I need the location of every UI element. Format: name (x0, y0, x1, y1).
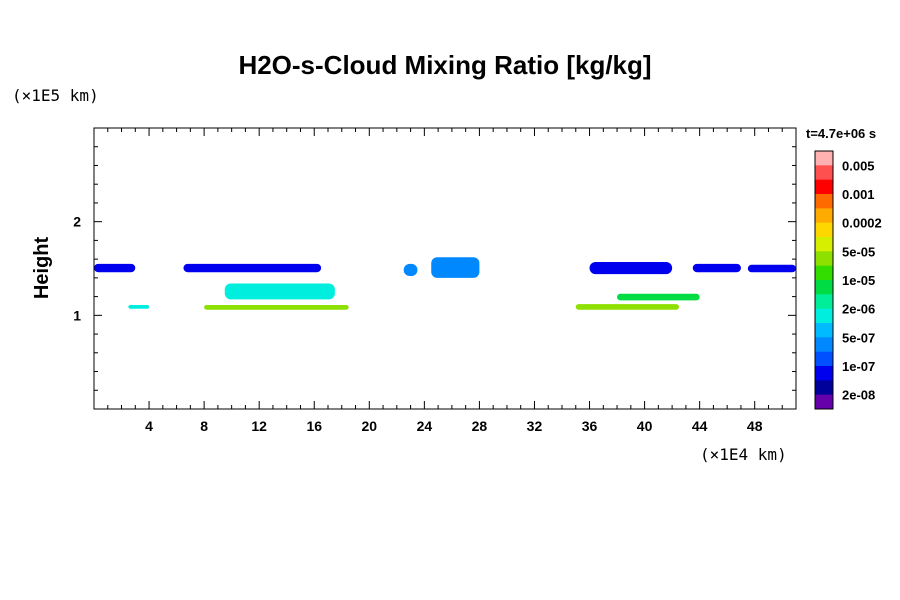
x-tick-label: 8 (200, 418, 208, 434)
colorbar-label: 5e-05 (842, 244, 875, 259)
x-tick-label: 24 (417, 418, 433, 434)
x-tick-label: 4 (145, 418, 153, 434)
x-tick-label: 44 (692, 418, 708, 434)
plot-frame (93, 127, 797, 410)
cloud-region (589, 261, 673, 275)
x-tick-label: 32 (527, 418, 543, 434)
x-tick-label: 40 (637, 418, 653, 434)
colorbar-label: 0.001 (842, 187, 875, 202)
colorbar-swatch (815, 265, 833, 281)
time-label: t=4.7e+06 s (806, 126, 876, 141)
y-axis-label: Height (31, 237, 53, 300)
colorbar-swatch (815, 351, 833, 367)
x-tick-label: 36 (582, 418, 598, 434)
colorbar-swatch (815, 208, 833, 224)
cloud-region (183, 263, 322, 273)
colorbar-frame (814, 150, 834, 410)
colorbar-label: 2e-06 (842, 302, 875, 317)
colorbar-label: 0.0002 (842, 216, 882, 231)
colorbar-label: 5e-07 (842, 330, 875, 345)
cloud-region (94, 263, 136, 273)
cloud-region (403, 263, 418, 276)
cloud-region (747, 264, 796, 273)
cloud-regions (94, 257, 796, 310)
colorbar-label: 1e-05 (842, 273, 875, 288)
colorbar-swatch (815, 151, 833, 166)
y-axis-unit: (×1E5 km) (12, 86, 99, 105)
colorbar-swatch (815, 294, 833, 310)
colorbar-swatch (815, 251, 833, 267)
chart-title: H2O-s-Cloud Mixing Ratio [kg/kg] (238, 50, 651, 80)
colorbar-swatch (815, 280, 833, 295)
cloud-region (128, 305, 150, 309)
colorbar-swatch (815, 237, 833, 252)
x-tick-label: 48 (747, 418, 763, 434)
colorbar-swatch (815, 394, 833, 410)
colorbar-swatch (815, 380, 833, 396)
colorbar-swatch (815, 366, 833, 381)
cloud-region (224, 283, 335, 300)
colorbar: 0.005 0.001 0.0002 5e-05 1e-05 2e-06 5e-07 1e-0… (814, 150, 882, 410)
colorbar-swatch (815, 323, 833, 338)
colorbar-swatch (815, 308, 833, 324)
x-tick-label: 20 (362, 418, 378, 434)
y-tick-label: 1 (73, 307, 81, 323)
cloud-region (692, 263, 741, 273)
cloud-region (431, 257, 480, 278)
cloud-region (617, 293, 700, 301)
colorbar-swatch (815, 179, 833, 195)
colorbar-swatch (815, 194, 833, 209)
x-tick-label: 28 (472, 418, 488, 434)
colorbar-label: 2e-08 (842, 388, 875, 403)
colorbar-label: 0.005 (842, 158, 875, 173)
colorbar-swatch (815, 222, 833, 238)
x-tick-label: 16 (306, 418, 322, 434)
colorbar-swatch (815, 337, 833, 353)
cloud-region (575, 304, 679, 310)
colorbar-label: 1e-07 (842, 359, 875, 374)
x-axis-unit: (×1E4 km) (700, 445, 787, 464)
x-tick-label: 12 (251, 418, 267, 434)
colorbar-swatch (815, 165, 833, 181)
y-tick-label: 2 (73, 214, 81, 230)
cloud-region (204, 305, 349, 310)
